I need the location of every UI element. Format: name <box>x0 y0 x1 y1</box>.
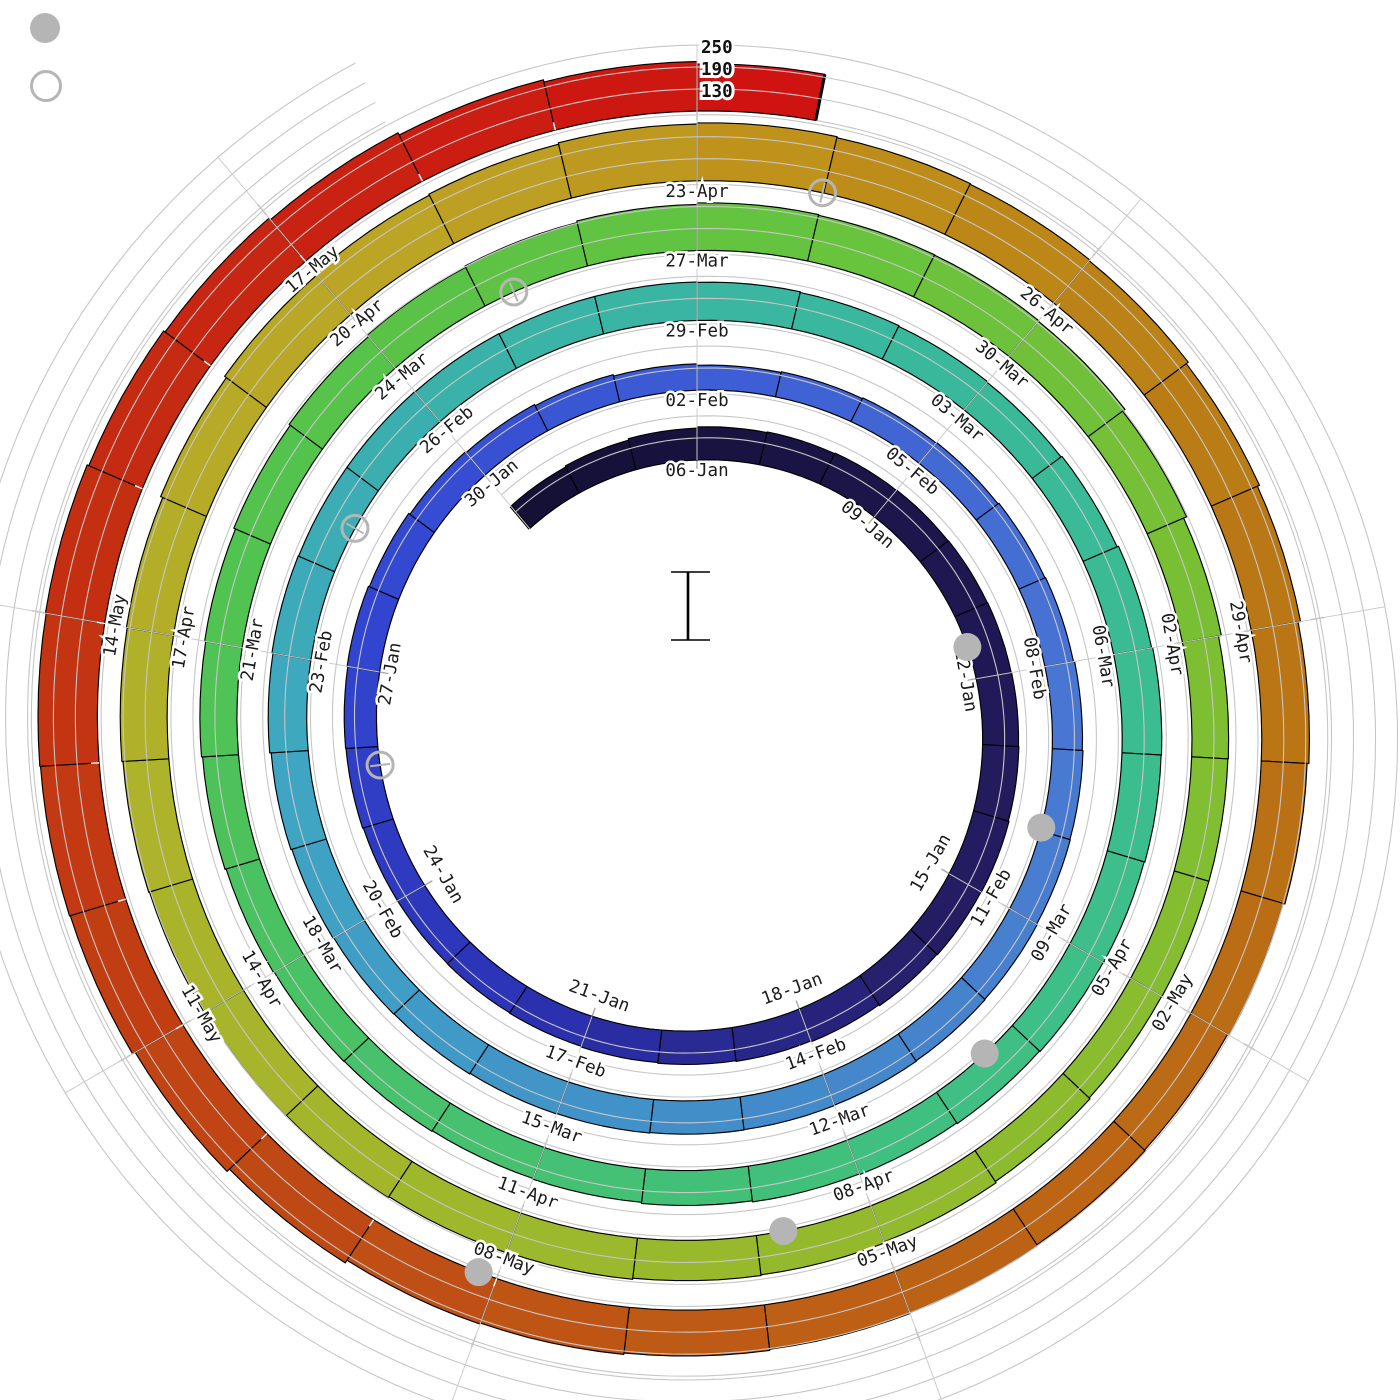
flux-bar <box>37 612 106 767</box>
flux-bar <box>564 439 637 494</box>
flux-bar <box>1173 756 1229 882</box>
flux-gridline-130 <box>5 88 1355 1400</box>
daily-tick-white <box>418 173 424 182</box>
series-end-cap <box>814 74 827 121</box>
radial-axis-label: 190 <box>701 60 733 80</box>
daily-tick-white <box>96 621 105 625</box>
radial-gridline <box>976 606 1385 680</box>
daily-tick-white <box>552 122 556 131</box>
radial-gridline <box>948 873 1309 1082</box>
radial-gridline <box>451 1016 593 1400</box>
daily-tick-white <box>175 1024 184 1030</box>
daily-tick-white <box>368 1219 375 1227</box>
flux-bar <box>696 63 826 121</box>
flux-bar <box>763 1270 911 1350</box>
daily-tick-white <box>299 254 306 262</box>
flux-bar <box>1130 870 1210 998</box>
full-moon-tick <box>345 522 365 535</box>
flux-bar <box>368 512 435 600</box>
daily-tick-white <box>493 1278 498 1287</box>
daily-tick-white <box>203 360 211 367</box>
flux-bar <box>199 640 243 758</box>
flux-bar <box>632 1235 762 1282</box>
flux-bar <box>696 426 768 466</box>
new-moon-marker <box>953 633 982 662</box>
date-label: 06-Jan <box>665 461 728 481</box>
radial-gridline <box>0 604 380 673</box>
flux-bar <box>225 858 305 974</box>
date-label: 29-Feb <box>665 321 728 341</box>
daily-tick-white <box>117 898 126 902</box>
daily-tick-white <box>134 484 143 490</box>
new-moon-marker <box>769 1217 798 1246</box>
full-moon-tick <box>508 282 519 302</box>
flux-bar <box>1250 621 1310 765</box>
flux-bar <box>649 1096 745 1135</box>
new-moon-icon <box>30 13 60 43</box>
flux-bar <box>791 291 900 360</box>
date-label: 27-Mar <box>665 252 728 272</box>
new-moon-marker <box>1027 813 1056 842</box>
date-label: 02-Feb <box>665 391 728 411</box>
full-moon-tick <box>819 182 826 203</box>
full-moon-marker <box>365 750 395 780</box>
flux-bar <box>1106 752 1162 863</box>
flux-bar <box>1044 660 1084 751</box>
full-moon-icon <box>30 70 62 102</box>
flux-bar <box>498 295 605 369</box>
flux-bar <box>39 762 127 917</box>
new-moon-marker <box>464 1258 493 1287</box>
flux-bar <box>267 652 312 754</box>
radial-gridline <box>873 198 1142 518</box>
full-moon-tick <box>370 762 391 768</box>
flux-bar <box>823 137 971 235</box>
flux-bar <box>640 1165 753 1206</box>
flux-bar <box>119 626 174 763</box>
full-moon-marker <box>499 277 529 307</box>
flux-bar <box>657 1027 737 1065</box>
flux-bar <box>975 671 1020 748</box>
flux-bar <box>1240 760 1308 905</box>
flux-bar <box>479 1278 630 1355</box>
radial-axis-label: 250 <box>701 38 733 58</box>
flux-bar <box>1031 455 1118 562</box>
full-moon-marker <box>340 513 370 543</box>
radial-gridline <box>798 1008 942 1400</box>
flux-bar <box>870 1150 997 1243</box>
radial-axis-label: 130 <box>701 82 733 102</box>
full-moon-marker <box>808 178 838 208</box>
flux-bar <box>1181 635 1230 760</box>
flux-bar <box>343 1037 451 1132</box>
radial-gridline <box>217 156 531 529</box>
daily-tick-white <box>260 1133 268 1140</box>
flux-bar <box>543 60 698 131</box>
flux-bar <box>343 665 381 750</box>
radial-gridline <box>64 884 425 1094</box>
new-moon-marker <box>970 1039 999 1068</box>
date-label: 23-Apr <box>665 182 728 202</box>
flux-bar <box>975 502 1046 590</box>
flux-gridline-190 <box>0 66 1377 1400</box>
flux-gridline-250 <box>0 44 1399 1400</box>
